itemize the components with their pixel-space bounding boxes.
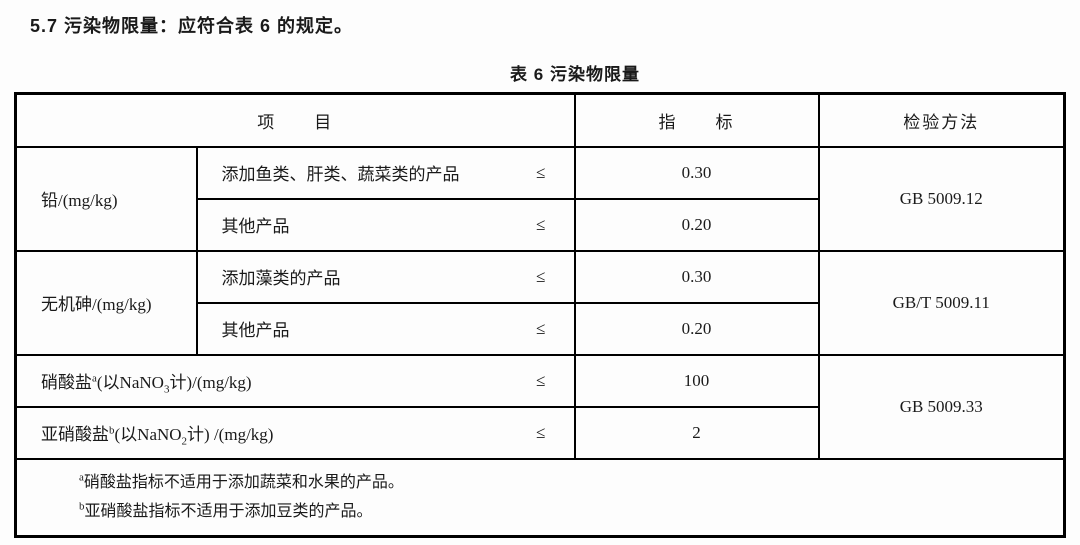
limit-value: 100 xyxy=(573,353,820,408)
column-header-method: 检验方法 xyxy=(817,92,1066,148)
item-label: 其他产品 xyxy=(221,217,290,236)
pollutant-limits-table: 项 目 指 标 检验方法 铅/(mg/kg) 添加鱼类、肝类、蔬菜类的产品 ≤ … xyxy=(14,92,1066,538)
limit-value: 0.30 xyxy=(573,249,820,304)
test-method-lead: GB 5009.12 xyxy=(817,145,1066,252)
footnote-marker-b: b xyxy=(109,424,115,437)
column-header-item: 项 目 xyxy=(14,92,576,148)
item-label: 添加鱼类、肝类、蔬菜类的产品 xyxy=(221,165,460,184)
item-cell: 其他产品 ≤ xyxy=(195,301,576,356)
table-footnotes-row: a硝酸盐指标不适用于添加蔬菜和水果的产品。 b亚硝酸盐指标不适用于添加豆类的产品… xyxy=(14,457,1066,538)
footnote-marker-a: a xyxy=(92,372,97,385)
table-row-arsenic-2: 其他产品 ≤ 0.20 xyxy=(16,301,1065,356)
item-cell: 其他产品 ≤ xyxy=(195,197,576,252)
limit-value: 0.20 xyxy=(573,301,820,356)
column-header-index: 指 标 xyxy=(573,92,820,148)
le-symbol: ≤ xyxy=(536,162,546,182)
table-row-nitrate: 硝酸盐a(以NaNO3计)/(mg/kg) ≤ 100 GB 5009.33 xyxy=(14,353,1066,460)
table-row-nitrite: 亚硝酸盐b(以NaNO2计) /(mg/kg) ≤ 2 xyxy=(14,405,1065,460)
item-cell-nitrite: 亚硝酸盐b(以NaNO2计) /(mg/kg) ≤ xyxy=(14,405,576,460)
limit-value: 0.30 xyxy=(573,145,820,200)
footnote-b: b亚硝酸盐指标不适用于添加豆类的产品。 xyxy=(79,500,373,521)
le-symbol: ≤ xyxy=(536,214,546,234)
item-label: 亚硝酸盐b(以NaNO2计) /(mg/kg) xyxy=(41,424,274,448)
item-cell: 添加藻类的产品 ≤ xyxy=(195,249,576,304)
item-label: 其他产品 xyxy=(221,321,290,340)
group-label-lead: 铅/(mg/kg) xyxy=(14,145,198,252)
test-method-arsenic: GB/T 5009.11 xyxy=(817,249,1066,356)
table-header-row: 项 目 指 标 检验方法 xyxy=(14,92,1066,148)
le-symbol: ≤ xyxy=(536,370,546,390)
item-cell-nitrate: 硝酸盐a(以NaNO3计)/(mg/kg) ≤ xyxy=(14,353,576,408)
group-label-arsenic: 无机砷/(mg/kg) xyxy=(14,249,198,356)
test-method-nitrate: GB 5009.33 xyxy=(817,353,1066,460)
table-row-arsenic-1: 无机砷/(mg/kg) 添加藻类的产品 ≤ 0.30 GB/T 5009.11 xyxy=(14,249,1066,356)
item-cell: 添加鱼类、肝类、蔬菜类的产品 ≤ xyxy=(195,145,576,200)
footnotes-cell: a硝酸盐指标不适用于添加蔬菜和水果的产品。 b亚硝酸盐指标不适用于添加豆类的产品… xyxy=(14,457,1066,538)
le-symbol: ≤ xyxy=(536,266,546,286)
table-caption: 表 6 污染物限量 xyxy=(510,65,640,84)
section-heading: 5.7 污染物限量：应符合表 6 的规定。 xyxy=(30,16,354,36)
chem-subscript: 3 xyxy=(163,383,170,396)
le-symbol: ≤ xyxy=(536,318,546,338)
table-row-lead-1: 铅/(mg/kg) 添加鱼类、肝类、蔬菜类的产品 ≤ 0.30 GB 5009.… xyxy=(14,145,1066,252)
footnote-a: a硝酸盐指标不适用于添加蔬菜和水果的产品。 xyxy=(79,471,404,491)
limit-value: 0.20 xyxy=(573,197,820,252)
table-row-lead-2: 其他产品 ≤ 0.20 xyxy=(16,197,1065,252)
item-label: 添加藻类的产品 xyxy=(221,269,341,288)
item-label: 硝酸盐a(以NaNO3计)/(mg/kg) xyxy=(41,372,252,396)
le-symbol: ≤ xyxy=(536,422,546,442)
chem-subscript: 2 xyxy=(181,435,188,448)
limit-value: 2 xyxy=(573,405,820,460)
